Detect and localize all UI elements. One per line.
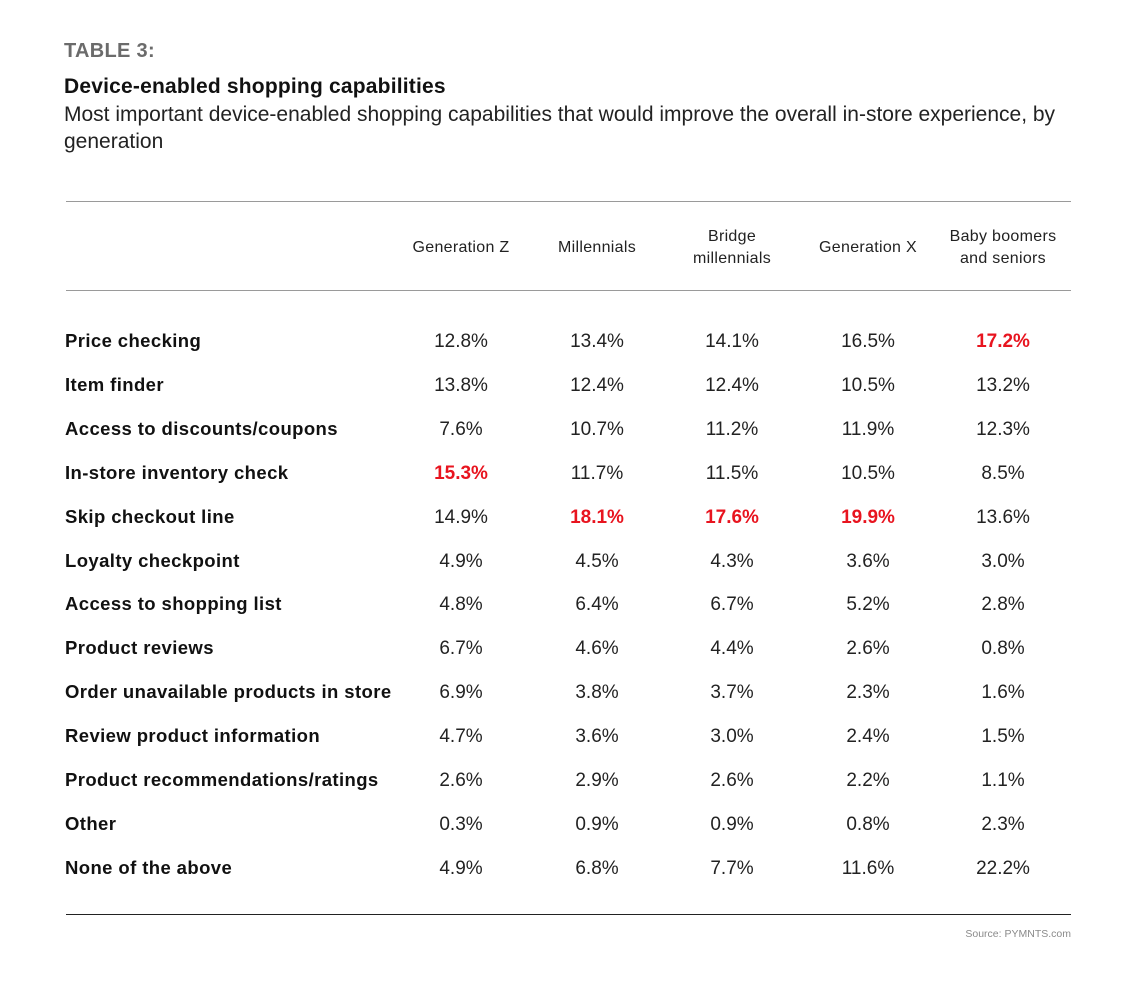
table-cell-product-recommendations-ratings-generation-x: 2.2% [846, 770, 890, 791]
table-cell-product-reviews-bridge-millennials: 4.4% [710, 638, 754, 659]
table-cell-access-to-discounts-coupons-generation-x: 11.9% [841, 419, 895, 440]
table-cell-access-to-shopping-list-millennials: 6.4% [575, 594, 619, 615]
table-cell-loyalty-checkpoint-bridge-millennials: 4.3% [710, 551, 754, 572]
row-label-price-checking: Price checking [65, 330, 202, 351]
row-label-loyalty-checkpoint: Loyalty checkpoint [65, 550, 240, 571]
row-label-in-store-inventory-check: In-store inventory check [65, 462, 289, 483]
table-cell-product-reviews-millennials: 4.6% [575, 638, 619, 659]
table-cell-review-product-information-generation-x: 2.4% [846, 726, 890, 747]
table-cell-access-to-shopping-list-baby-boomers-and-seniors: 2.8% [981, 594, 1025, 615]
row-label-product-recommendations-ratings: Product recommendations/ratings [65, 769, 379, 790]
source-note: Source: PYMNTS.com [965, 928, 1071, 940]
table-cell-access-to-discounts-coupons-baby-boomers-and-seniors: 12.3% [976, 419, 1030, 440]
row-label-access-to-shopping-list: Access to shopping list [65, 593, 282, 614]
row-label-skip-checkout-line: Skip checkout line [65, 506, 235, 527]
column-header-millennials: Millennials [532, 226, 662, 270]
chart-title: Device-enabled shopping capabilities [64, 75, 446, 98]
table-cell-product-recommendations-ratings-bridge-millennials: 2.6% [710, 770, 754, 791]
table-cell-none-of-the-above-generation-x: 11.6% [841, 858, 895, 879]
table-cell-review-product-information-baby-boomers-and-seniors: 1.5% [981, 726, 1025, 747]
table-cell-loyalty-checkpoint-generation-x: 3.6% [846, 551, 890, 572]
table-cell-none-of-the-above-generation-z: 4.9% [439, 858, 483, 879]
column-header-line: Bridge [707, 228, 757, 245]
row-label-item-finder: Item finder [65, 374, 164, 395]
column-header-generation-x: Generation X [803, 226, 933, 270]
column-header-bridge-millennials: Bridge millennials [667, 226, 797, 270]
table-cell-product-recommendations-ratings-baby-boomers-and-seniors: 1.1% [981, 770, 1025, 791]
table-number-label: TABLE 3: [64, 40, 155, 62]
table-cell-review-product-information-generation-z: 4.7% [439, 726, 483, 747]
table-cell-price-checking-generation-x: 16.5% [841, 331, 895, 352]
table-cell-product-recommendations-ratings-millennials: 2.9% [575, 770, 619, 791]
table-cell-none-of-the-above-bridge-millennials: 7.7% [710, 858, 754, 879]
table-cell-skip-checkout-line-generation-x: 19.9% [841, 507, 895, 528]
table-cell-access-to-shopping-list-generation-x: 5.2% [846, 594, 890, 615]
table-cell-access-to-shopping-list-generation-z: 4.8% [439, 594, 483, 615]
chart-subtitle: Most important device-enabled shopping c… [64, 103, 1056, 153]
table-cell-other-generation-x: 0.8% [846, 814, 890, 835]
column-header-baby-boomers-and-seniors: Baby boomers and seniors [938, 226, 1068, 270]
table-cell-product-recommendations-ratings-generation-z: 2.6% [439, 770, 483, 791]
table-cell-loyalty-checkpoint-generation-z: 4.9% [439, 551, 483, 572]
top-divider [66, 201, 1071, 202]
table-cell-product-reviews-generation-x: 2.6% [846, 638, 890, 659]
column-header-generation-z: Generation Z [396, 226, 526, 270]
row-label-product-reviews: Product reviews [65, 637, 214, 658]
table-cell-order-unavailable-products-in-store-generation-z: 6.9% [439, 682, 483, 703]
table-cell-item-finder-generation-z: 13.8% [434, 375, 488, 396]
table-cell-none-of-the-above-baby-boomers-and-seniors: 22.2% [976, 858, 1030, 879]
table-cell-none-of-the-above-millennials: 6.8% [575, 858, 619, 879]
table-cell-access-to-discounts-coupons-bridge-millennials: 11.2% [705, 419, 759, 440]
row-label-access-to-discounts-coupons: Access to discounts/coupons [65, 418, 338, 439]
table-cell-price-checking-baby-boomers-and-seniors: 17.2% [976, 331, 1030, 352]
table-cell-order-unavailable-products-in-store-millennials: 3.8% [575, 682, 619, 703]
table-cell-review-product-information-bridge-millennials: 3.0% [710, 726, 754, 747]
table-cell-other-bridge-millennials: 0.9% [710, 814, 754, 835]
table-cell-in-store-inventory-check-bridge-millennials: 11.5% [705, 463, 759, 484]
table-cell-order-unavailable-products-in-store-generation-x: 2.3% [846, 682, 890, 703]
table-cell-loyalty-checkpoint-millennials: 4.5% [575, 551, 619, 572]
table-cell-order-unavailable-products-in-store-baby-boomers-and-seniors: 1.6% [981, 682, 1025, 703]
table-cell-item-finder-generation-x: 10.5% [841, 375, 895, 396]
header-divider [66, 290, 1071, 291]
row-label-order-unavailable-products-in-store: Order unavailable products in store [65, 681, 392, 702]
column-header-line: and seniors [959, 250, 1046, 267]
row-label-none-of-the-above: None of the above [65, 857, 233, 878]
table-cell-in-store-inventory-check-millennials: 11.7% [570, 463, 624, 484]
column-header-line: Baby boomers [949, 228, 1057, 245]
table-cell-price-checking-generation-z: 12.8% [434, 331, 488, 352]
table-cell-loyalty-checkpoint-baby-boomers-and-seniors: 3.0% [981, 551, 1025, 572]
table-cell-in-store-inventory-check-generation-z: 15.3% [434, 463, 488, 484]
table-cell-order-unavailable-products-in-store-bridge-millennials: 3.7% [710, 682, 754, 703]
table-cell-in-store-inventory-check-generation-x: 10.5% [841, 463, 895, 484]
table-cell-access-to-shopping-list-bridge-millennials: 6.7% [710, 594, 754, 615]
table-cell-other-baby-boomers-and-seniors: 2.3% [981, 814, 1025, 835]
table-cell-item-finder-baby-boomers-and-seniors: 13.2% [976, 375, 1030, 396]
table-cell-item-finder-millennials: 12.4% [570, 375, 624, 396]
bottom-divider [66, 914, 1071, 915]
table-cell-price-checking-bridge-millennials: 14.1% [705, 331, 759, 352]
column-header-line: millennials [693, 250, 771, 267]
column-header-line: Generation X [819, 239, 917, 256]
column-header-line: Generation Z [412, 239, 510, 256]
table-cell-price-checking-millennials: 13.4% [570, 331, 624, 352]
table-cell-product-reviews-generation-z: 6.7% [439, 638, 483, 659]
table-cell-skip-checkout-line-millennials: 18.1% [570, 507, 624, 528]
row-label-other: Other [65, 813, 117, 834]
row-label-review-product-information: Review product information [65, 725, 321, 746]
table-cell-other-generation-z: 0.3% [439, 814, 483, 835]
table-cell-access-to-discounts-coupons-generation-z: 7.6% [439, 419, 483, 440]
table-cell-skip-checkout-line-generation-z: 14.9% [434, 507, 488, 528]
table-cell-review-product-information-millennials: 3.6% [575, 726, 619, 747]
table-cell-skip-checkout-line-bridge-millennials: 17.6% [705, 507, 759, 528]
table-cell-access-to-discounts-coupons-millennials: 10.7% [570, 419, 624, 440]
table-cell-skip-checkout-line-baby-boomers-and-seniors: 13.6% [976, 507, 1030, 528]
table-cell-in-store-inventory-check-baby-boomers-and-seniors: 8.5% [981, 463, 1025, 484]
table-cell-other-millennials: 0.9% [575, 814, 619, 835]
table-cell-product-reviews-baby-boomers-and-seniors: 0.8% [981, 638, 1025, 659]
column-header-line: Millennials [558, 239, 636, 256]
table-cell-item-finder-bridge-millennials: 12.4% [705, 375, 759, 396]
